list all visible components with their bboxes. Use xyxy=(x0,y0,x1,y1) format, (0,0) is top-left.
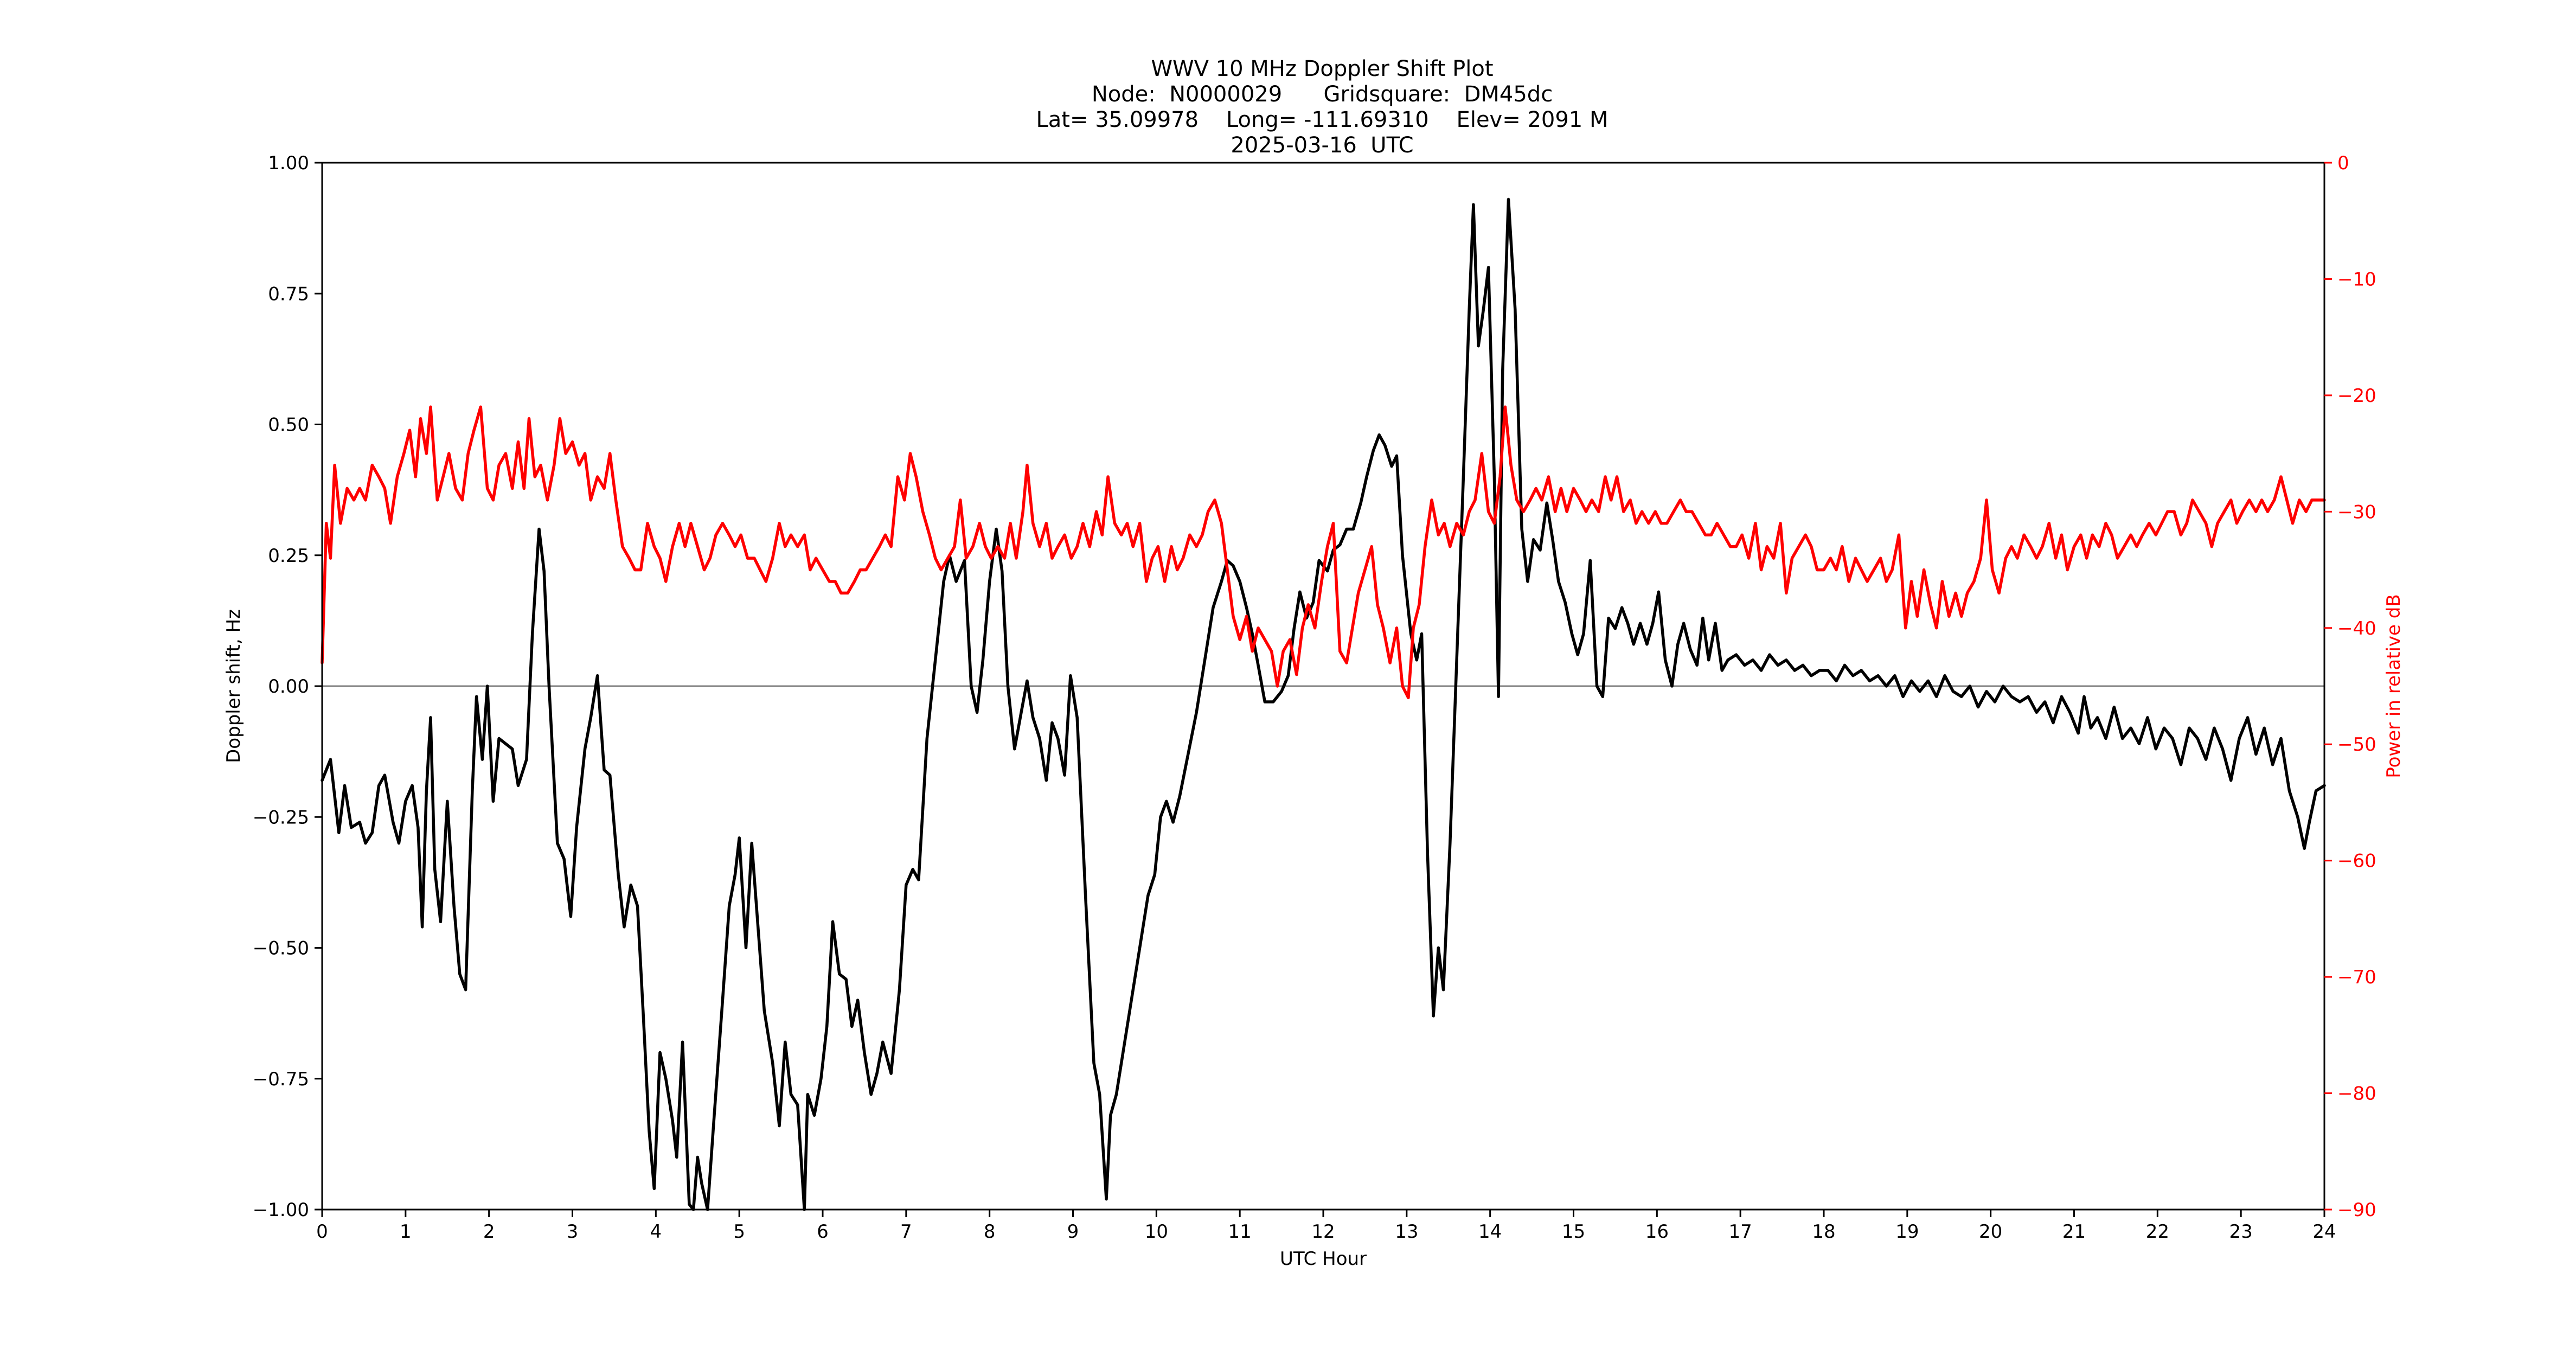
y-left-tick-label: −0.50 xyxy=(253,938,309,960)
x-tick-label: 2 xyxy=(483,1221,495,1243)
x-tick-label: 17 xyxy=(1729,1221,1752,1243)
y-right-tick-label: −90 xyxy=(2337,1199,2376,1221)
power-series-line xyxy=(321,405,2326,700)
chart-title: WWV 10 MHz Doppler Shift Plot Node: N000… xyxy=(1036,56,1609,158)
y-left-tick-label: 1.00 xyxy=(268,152,309,174)
x-tick-label: 18 xyxy=(1812,1221,1835,1243)
x-tick-label: 10 xyxy=(1145,1221,1168,1243)
x-tick-label: 9 xyxy=(1067,1221,1079,1243)
x-tick-label: 5 xyxy=(733,1221,745,1243)
y-left-tick-label: −1.00 xyxy=(253,1199,309,1221)
title-line-3: Lat= 35.09978 Long= -111.69310 Elev= 209… xyxy=(1036,107,1609,132)
y-right-tick-label: −50 xyxy=(2337,734,2376,756)
y-left-tick-label: 0.75 xyxy=(268,283,309,305)
x-tick-label: 21 xyxy=(2062,1221,2086,1243)
x-tick-label: 15 xyxy=(1562,1221,1585,1243)
x-tick-label: 8 xyxy=(984,1221,996,1243)
y-right-tick-label: −30 xyxy=(2337,501,2376,523)
title-line-2: Node: N0000029 Gridsquare: DM45dc xyxy=(1092,82,1553,107)
y-axis-left-label: Doppler shift, Hz xyxy=(223,609,245,763)
x-tick-label: 22 xyxy=(2146,1221,2169,1243)
y-right-tick-label: −70 xyxy=(2337,967,2376,988)
x-tick-label: 16 xyxy=(1645,1221,1669,1243)
title-line-4: 2025-03-16 UTC xyxy=(1231,133,1413,158)
x-tick-label: 6 xyxy=(817,1221,829,1243)
y-right-tick-label: −40 xyxy=(2337,618,2376,639)
y-left-tick-label: 0.50 xyxy=(268,414,309,436)
x-tick-label: 3 xyxy=(567,1221,579,1243)
x-axis-label: UTC Hour xyxy=(1280,1248,1367,1270)
y-right-tick-label: −80 xyxy=(2337,1083,2376,1105)
y-axis-right-label: Power in relative dB xyxy=(2383,594,2405,778)
x-tick-label: 14 xyxy=(1478,1221,1502,1243)
title-line-1: WWV 10 MHz Doppler Shift Plot xyxy=(1151,56,1493,81)
y-left-tick-label: 0.25 xyxy=(268,545,309,567)
x-tick-label: 7 xyxy=(900,1221,912,1243)
x-tick-label: 23 xyxy=(2229,1221,2253,1243)
y-axis-right: 0 −10 −20 −30 −40 −50 −60 −70 −80 −90 xyxy=(2324,152,2376,1221)
x-tick-label: 24 xyxy=(2312,1221,2336,1243)
y-right-tick-label: −60 xyxy=(2337,850,2376,872)
y-axis-left: 1.00 0.75 0.50 0.25 0.00 −0.25 −0.50 −0.75 −1.00 xyxy=(253,152,322,1221)
y-left-tick-label: 0.00 xyxy=(268,676,309,698)
doppler-series-line xyxy=(321,197,2326,1211)
y-left-tick-label: −0.25 xyxy=(253,807,309,828)
x-tick-label: 13 xyxy=(1395,1221,1418,1243)
series-layer xyxy=(321,197,2326,1211)
x-tick-label: 11 xyxy=(1228,1221,1252,1243)
y-right-tick-label: −10 xyxy=(2337,268,2376,290)
y-right-tick-label: 0 xyxy=(2337,152,2349,174)
x-tick-label: 19 xyxy=(1895,1221,1919,1243)
x-tick-label: 1 xyxy=(400,1221,412,1243)
y-right-tick-label: −20 xyxy=(2337,385,2376,407)
x-axis: 0 1 2 3 4 5 6 7 8 9 10 11 12 13 14 15 16 17 18 19 20 21 22 23 24 xyxy=(316,1210,2336,1243)
x-tick-label: 12 xyxy=(1311,1221,1335,1243)
x-tick-label: 20 xyxy=(1979,1221,2002,1243)
x-tick-label: 0 xyxy=(316,1221,328,1243)
y-left-tick-label: −0.75 xyxy=(253,1069,309,1090)
x-tick-label: 4 xyxy=(650,1221,662,1243)
